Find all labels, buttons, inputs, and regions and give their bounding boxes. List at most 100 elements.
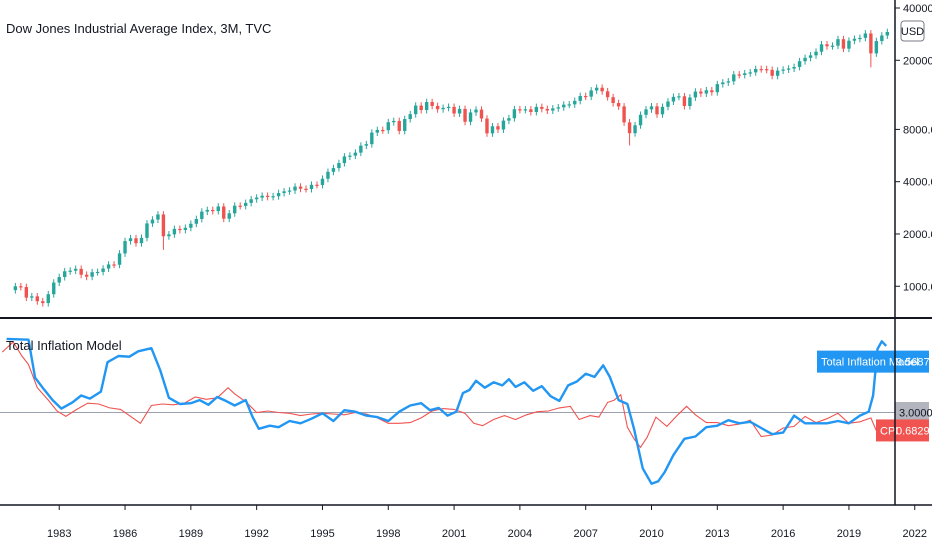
candle	[764, 65, 769, 74]
candle-body	[841, 39, 846, 49]
candle	[578, 92, 582, 105]
candle-body	[737, 74, 741, 76]
candle-body	[13, 286, 18, 291]
candle-body	[35, 296, 39, 302]
candle-body	[638, 114, 643, 126]
candle-body	[452, 106, 456, 114]
candle-body	[534, 106, 539, 112]
candle-body	[496, 126, 500, 130]
time-axis-tick-label: 2013	[705, 528, 729, 540]
candle-body	[298, 186, 303, 189]
candle	[622, 103, 626, 126]
candle-body	[814, 51, 818, 56]
candle	[797, 57, 802, 71]
time-axis-tick-label: 2001	[442, 528, 466, 540]
candle-body	[529, 109, 533, 112]
candle	[364, 140, 369, 150]
candle	[594, 84, 599, 94]
candle-body	[819, 44, 824, 52]
candle	[430, 98, 434, 110]
candle	[518, 105, 522, 114]
candle	[682, 92, 687, 110]
candle	[205, 206, 209, 216]
candle-body	[348, 155, 352, 157]
candle	[41, 297, 45, 307]
candle-body	[95, 271, 100, 274]
candle	[611, 93, 615, 107]
candle	[858, 34, 862, 43]
candle-body	[485, 118, 489, 134]
candle	[222, 203, 226, 223]
time-x-axis[interactable]: 1983 1986 1989 1992 1995 1998 2001 2004 2007 2010…	[47, 505, 927, 540]
candle	[381, 126, 385, 134]
candle-body	[704, 90, 709, 94]
candles-group	[13, 28, 890, 307]
candle-body	[73, 268, 78, 271]
candle-body	[145, 223, 149, 238]
price-pane[interactable]: Dow Jones Industrial Average Index, 3M, …	[6, 21, 890, 307]
candle	[852, 35, 857, 45]
candle-body	[359, 145, 363, 153]
currency-badge[interactable]: USD	[900, 20, 925, 42]
candle	[485, 115, 489, 137]
candle-body	[479, 109, 484, 119]
candle	[117, 250, 122, 269]
reference-badge-box	[895, 402, 929, 423]
reference-value-badge: 3.0000	[895, 402, 932, 423]
candle-body	[792, 66, 796, 69]
candle-body	[501, 120, 506, 130]
candle-body	[243, 202, 248, 206]
price-axis-tick-label: 4000.0	[903, 177, 932, 189]
candle	[551, 105, 555, 115]
candle	[90, 268, 94, 281]
candle	[523, 106, 528, 114]
candle	[710, 86, 714, 96]
candle	[68, 267, 72, 275]
total-inflation-model-badge: Total Inflation Model 9.5687	[817, 350, 930, 373]
candle-body	[825, 44, 829, 47]
time-axis-tick-label: 2016	[771, 528, 795, 540]
candle	[24, 283, 29, 302]
candle	[836, 35, 840, 50]
candle-body	[52, 282, 56, 295]
candle-body	[556, 107, 560, 109]
candle-body	[161, 214, 166, 237]
candle	[452, 103, 456, 117]
time-axis-tick-label: 2010	[639, 528, 663, 540]
candle	[304, 185, 308, 193]
candle	[57, 273, 61, 287]
candle-body	[797, 61, 802, 67]
candle	[781, 66, 785, 75]
candle-body	[688, 97, 692, 107]
candle	[413, 102, 418, 118]
candle-body	[743, 73, 747, 75]
candle-body	[205, 209, 209, 212]
candle-body	[172, 228, 177, 235]
candle	[337, 159, 341, 172]
candle	[732, 71, 736, 85]
candle	[814, 48, 818, 59]
indicator-pane[interactable]: Total Inflation Model	[0, 337, 895, 485]
candle-body	[786, 68, 791, 70]
time-axis-tick-label: 1989	[179, 528, 203, 540]
candle	[715, 80, 720, 96]
candle	[19, 282, 23, 291]
candle-body	[633, 125, 637, 134]
price-y-axis[interactable]: 40000.0 20000.0 8000.0 4000.0 2000.0 1000.0	[895, 3, 932, 293]
candle	[189, 220, 193, 232]
candle-body	[754, 68, 758, 73]
candle	[216, 203, 220, 215]
candle-body	[594, 87, 599, 91]
candle-body	[808, 55, 813, 58]
candle	[403, 115, 407, 135]
time-axis-tick-label: 2019	[837, 528, 861, 540]
price-axis-tick-label: 2000.0	[903, 229, 932, 241]
candle-body	[178, 228, 182, 231]
candle	[123, 237, 127, 257]
candle	[342, 153, 347, 167]
candle	[211, 206, 215, 215]
candle	[496, 122, 500, 133]
candle	[139, 234, 144, 247]
candle-body	[337, 163, 341, 169]
candle-body	[200, 211, 204, 219]
